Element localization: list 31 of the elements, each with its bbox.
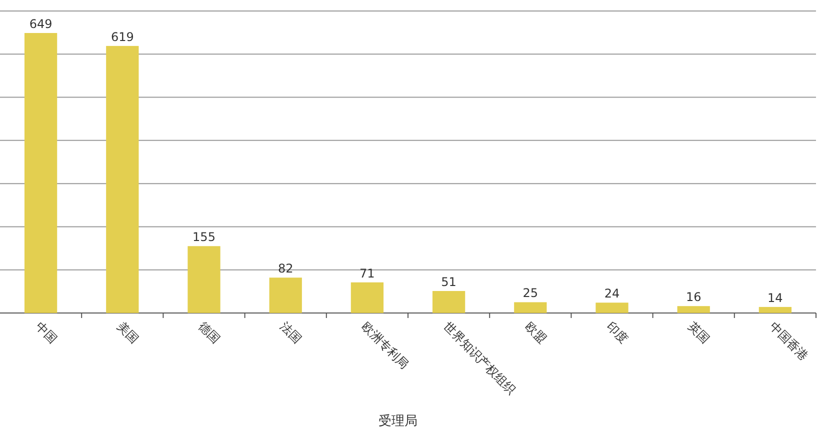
bar: [350, 282, 384, 313]
bar: [269, 278, 302, 313]
data-label: 25: [522, 286, 538, 300]
data-label: 82: [278, 262, 294, 276]
bar: [514, 302, 547, 313]
bar: [106, 46, 139, 313]
x-tick-label: 英国: [685, 319, 712, 346]
x-axis-title: 受理局: [378, 414, 418, 429]
bar: [596, 302, 628, 313]
data-label: 16: [686, 290, 702, 304]
x-tick-label: 中国香港: [767, 319, 811, 364]
bar: [758, 306, 792, 313]
data-label: 24: [604, 286, 620, 301]
data-label: 155: [192, 230, 216, 244]
x-tick-label: 世界知识产权组织: [440, 319, 518, 398]
bar: [24, 33, 58, 313]
data-label: 649: [29, 17, 52, 32]
x-tick-label: 印度: [604, 319, 631, 346]
bar: [432, 290, 466, 313]
x-tick-label: 中国: [32, 319, 60, 346]
data-label: 619: [110, 30, 134, 44]
x-tick-label: 德国: [196, 319, 223, 346]
bar: [677, 306, 710, 313]
data-label: 51: [441, 274, 456, 289]
data-label: 14: [768, 290, 783, 305]
x-tick-label: 欧盟: [522, 319, 550, 346]
bar: [188, 246, 220, 313]
data-label: 71: [360, 266, 375, 280]
x-tick-label: 美国: [114, 319, 142, 346]
x-tick-label: 法国: [277, 319, 304, 346]
x-tick-label: 欧洲专利局: [359, 319, 412, 372]
